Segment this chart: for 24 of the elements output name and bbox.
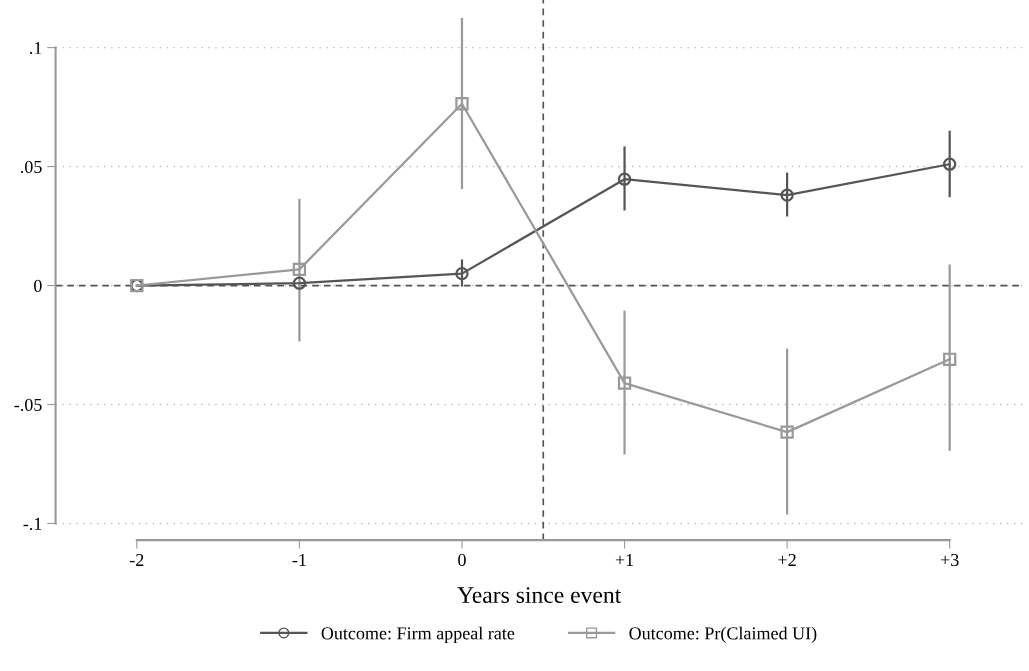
point bbox=[943, 352, 957, 366]
x-tick-label: 0 bbox=[458, 553, 466, 567]
point bbox=[780, 188, 794, 202]
y-tick-label: -.1 bbox=[23, 517, 42, 531]
legend-label: Outcome: Firm appeal rate bbox=[321, 626, 515, 644]
y-tick-label: 0 bbox=[34, 279, 42, 292]
point bbox=[943, 157, 957, 171]
point bbox=[292, 276, 307, 290]
point bbox=[455, 266, 469, 281]
x-tick-label: -2 bbox=[130, 553, 144, 566]
y-tick-label: .05 bbox=[20, 160, 42, 174]
point bbox=[617, 172, 632, 186]
x-tick-label: -1 bbox=[292, 553, 306, 566]
x-axis-title: Years since event bbox=[457, 587, 622, 604]
point bbox=[780, 425, 794, 439]
y-tick-label: .1 bbox=[30, 41, 42, 55]
x-tick-label: +2 bbox=[778, 553, 796, 566]
y-tick-label: -.05 bbox=[14, 398, 42, 412]
legend-label: Outcome: Pr(Claimed UI) bbox=[629, 626, 817, 644]
point bbox=[455, 97, 469, 111]
x-tick-label: +3 bbox=[940, 553, 959, 567]
point bbox=[292, 262, 307, 277]
x-tick-label: +1 bbox=[615, 553, 634, 566]
point bbox=[617, 376, 632, 390]
